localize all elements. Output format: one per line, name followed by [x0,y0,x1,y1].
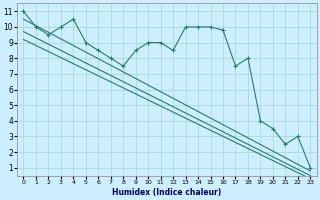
X-axis label: Humidex (Indice chaleur): Humidex (Indice chaleur) [112,188,221,197]
